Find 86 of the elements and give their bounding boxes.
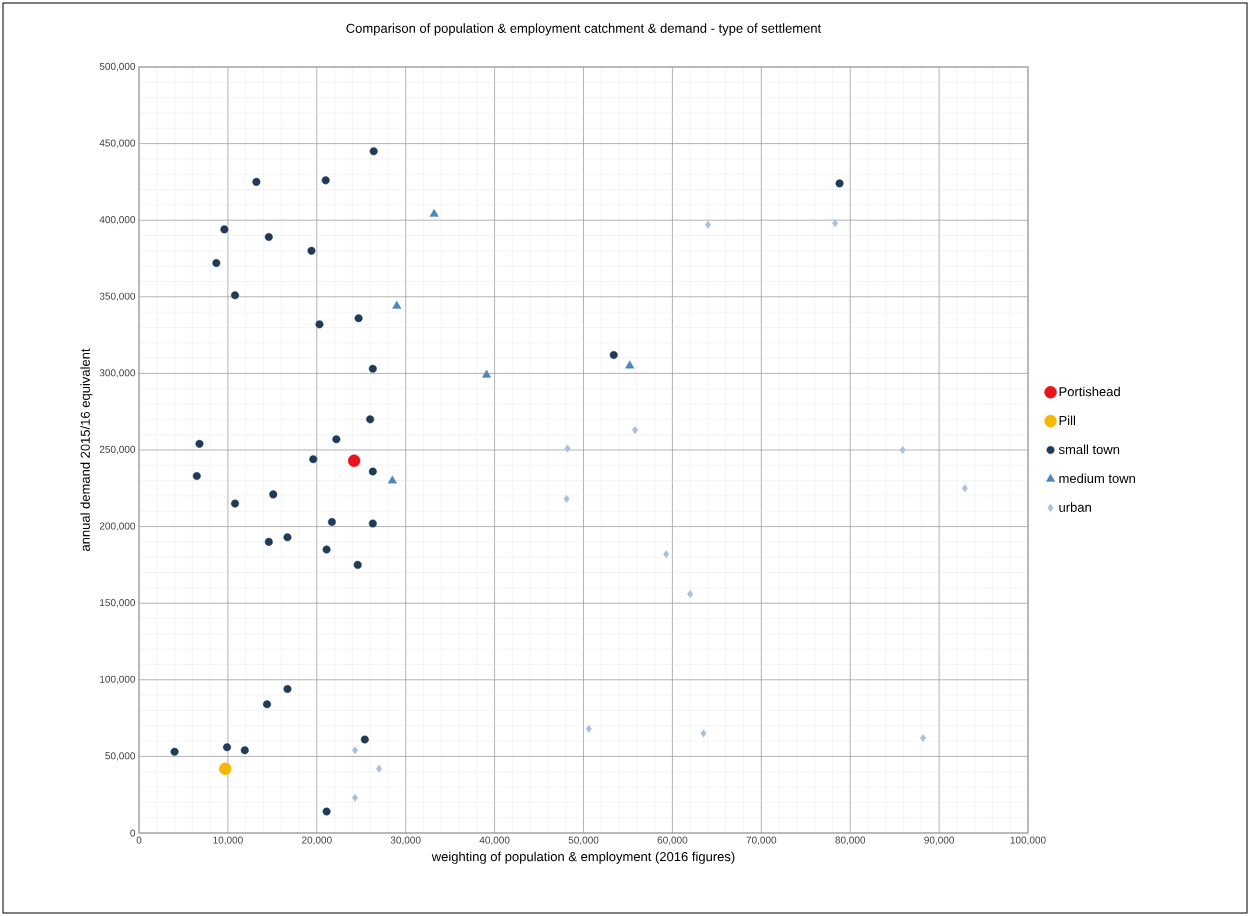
point: [322, 807, 331, 816]
point: [219, 762, 232, 775]
x-tick-label: 0: [136, 836, 142, 844]
point: [700, 729, 707, 738]
point: [353, 560, 362, 569]
legend-label: Portishead: [1059, 386, 1120, 397]
point: [252, 177, 261, 186]
point: [354, 314, 363, 323]
point: [327, 518, 336, 526]
point: [835, 179, 844, 188]
legend-label: Pill: [1059, 415, 1076, 426]
point: [264, 233, 273, 242]
point: [482, 369, 492, 378]
y-tick-label: 150,000: [100, 599, 136, 608]
point: [223, 743, 232, 752]
point: [322, 545, 331, 554]
point: [351, 746, 359, 755]
point: [307, 246, 316, 255]
point: [368, 364, 377, 373]
chart-title: Comparison of population & employment catchment & demand - type of settlement: [346, 23, 822, 36]
x-tick-label: 100,000: [1010, 836, 1046, 845]
point: [625, 360, 635, 369]
point: [632, 426, 639, 435]
point: [321, 176, 330, 185]
point: [663, 550, 670, 559]
point: [375, 764, 383, 773]
point: [369, 147, 378, 156]
point: [368, 467, 377, 476]
point: [283, 684, 292, 693]
point: [429, 208, 439, 217]
point: [609, 351, 618, 360]
point: [704, 220, 712, 229]
x-tick-label: 40,000: [479, 836, 510, 845]
y-tick-label: 100,000: [100, 675, 136, 684]
y-tick-label: 300,000: [99, 369, 136, 378]
point: [264, 537, 273, 546]
legend-label: small town: [1058, 444, 1120, 455]
x-tick-label: 70,000: [746, 836, 777, 845]
point: [563, 495, 570, 504]
point: [170, 747, 179, 756]
point: [220, 225, 229, 234]
point: [315, 320, 324, 329]
y-tick-label: 500,000: [99, 62, 136, 72]
y-tick-label: 200,000: [99, 522, 136, 531]
point: [564, 444, 571, 453]
point: [192, 472, 201, 481]
point: [832, 219, 839, 228]
x-axis-title: weighting of population & employment (2016 figures): [431, 851, 735, 864]
point: [347, 454, 361, 467]
y-tick-label: 0: [130, 829, 136, 837]
x-tick-label: 60,000: [657, 836, 688, 845]
y-tick-label: 350,000: [99, 292, 136, 301]
point: [283, 533, 292, 542]
point: [332, 435, 341, 444]
point: [309, 455, 318, 464]
point: [351, 793, 359, 802]
point: [392, 300, 402, 309]
point: [231, 291, 240, 300]
y-tick-label: 450,000: [99, 139, 136, 148]
point: [387, 475, 397, 484]
point: [231, 499, 240, 508]
point: [961, 484, 968, 493]
y-tick-label: 400,000: [99, 216, 136, 225]
point: [585, 724, 592, 733]
x-tick-label: 30,000: [390, 836, 421, 845]
y-tick-label: 50,000: [105, 752, 136, 761]
point: [368, 519, 377, 528]
x-tick-label: 20,000: [302, 836, 332, 845]
y-axis-title: annual demand 2015/16 equivalent: [80, 348, 93, 551]
y-tick-label: 250,000: [99, 445, 136, 455]
point: [360, 735, 369, 744]
point: [240, 746, 249, 755]
point: [366, 415, 375, 424]
point: [195, 439, 204, 448]
point: [899, 446, 906, 454]
point: [687, 590, 694, 599]
x-tick-label: 50,000: [568, 836, 599, 845]
legend-label: medium town: [1059, 473, 1135, 483]
point: [212, 259, 221, 268]
point: [920, 734, 927, 743]
x-tick-label: 80,000: [835, 836, 866, 845]
x-tick-label: 90,000: [924, 836, 955, 845]
legend-label: urban: [1059, 502, 1091, 512]
x-tick-label: 10,000: [213, 836, 243, 845]
point: [269, 490, 278, 499]
point: [263, 700, 272, 709]
